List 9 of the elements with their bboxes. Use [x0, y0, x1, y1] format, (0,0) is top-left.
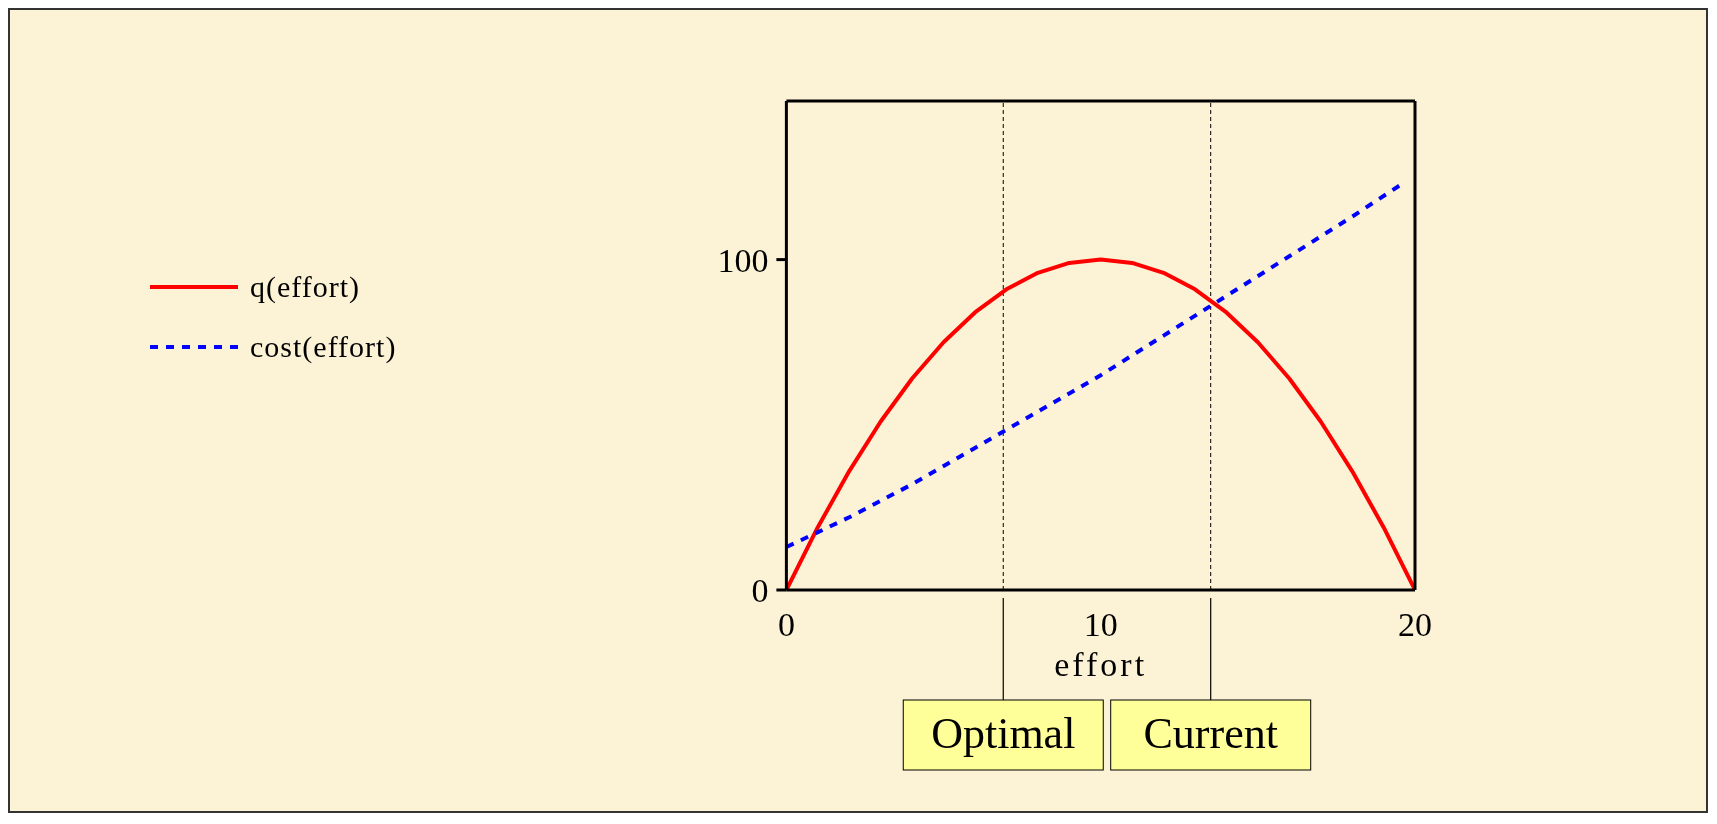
y-tick-label: 100 — [717, 241, 769, 279]
x-tick-label: 20 — [1398, 606, 1432, 644]
x-tick-label: 10 — [1083, 606, 1118, 644]
x-axis-title: effort — [1054, 646, 1148, 684]
x-tick-label: 0 — [777, 606, 795, 644]
ref-line-label: Current — [1143, 709, 1278, 759]
legend-label: cost(effort) — [250, 330, 397, 364]
ref-line-label: Optimal — [931, 709, 1076, 759]
legend-label: q(effort) — [250, 270, 361, 304]
